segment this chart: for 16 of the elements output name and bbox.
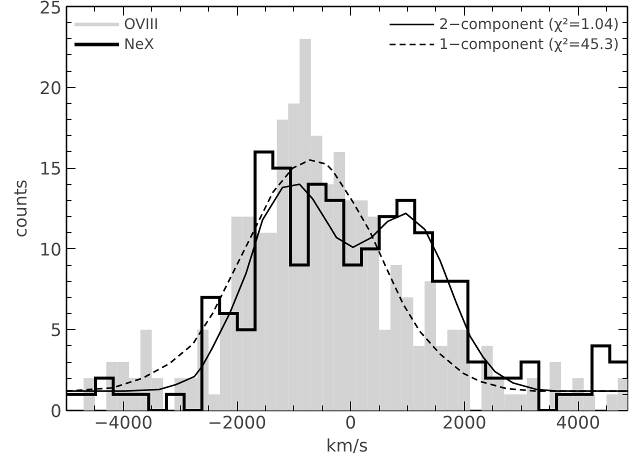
legend-label: 1−component (χ²=45.3) <box>439 36 619 52</box>
y-tick-label: 25 <box>39 0 62 18</box>
y-tick-label: 15 <box>39 160 62 180</box>
x-tick-label: −2000 <box>208 414 266 434</box>
legend-label: 2−component (χ²=1.04) <box>439 16 619 32</box>
y-axis-title: counts <box>11 180 32 238</box>
legend-label: NeX <box>124 36 154 52</box>
x-tick-label: −4000 <box>94 414 153 434</box>
y-tick-label: 20 <box>39 78 62 99</box>
x-tick-label: 4000 <box>556 414 600 434</box>
y-tick-label: 5 <box>50 321 62 342</box>
x-tick-label: 2000 <box>442 414 486 434</box>
x-tick-label: 0 <box>345 414 356 434</box>
x-axis-title: km/s <box>326 436 368 456</box>
y-tick-label: 10 <box>39 240 62 260</box>
legend-label: OVIII <box>124 16 158 32</box>
